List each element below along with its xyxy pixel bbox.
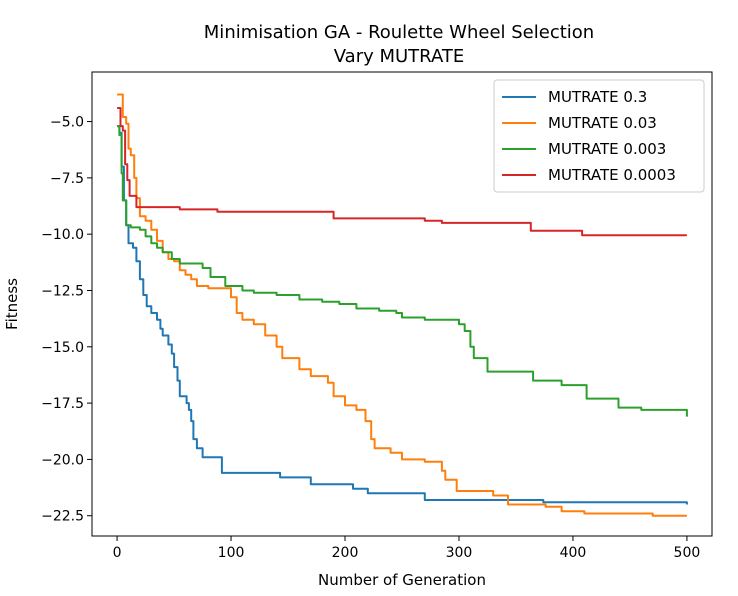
y-tick-label-4: −15.0: [41, 340, 84, 356]
legend: MUTRATE 0.3 MUTRATE 0.03 MUTRATE 0.003 MUTR…: [493, 79, 705, 193]
x-tick-label-0: 0: [113, 545, 122, 561]
x-axis-label: Number of Generation: [318, 571, 486, 589]
x-tick-label-1: 100: [218, 545, 245, 561]
legend-label-1: MUTRATE 0.03: [548, 114, 657, 132]
y-tick-label-2: −10.0: [41, 227, 84, 243]
y-axis: −5.0 −7.5 −10.0 −12.5 −15.0 −17.5 −20.0 −22.5: [41, 115, 92, 525]
legend-box: [493, 79, 705, 193]
x-tick-label-3: 300: [446, 545, 473, 561]
series-line-3: [117, 107, 687, 237]
x-tick-label-4: 400: [560, 545, 587, 561]
chart-title: Minimisation GA - Roulette Wheel Selecti…: [204, 22, 594, 43]
y-tick-label-0: −5.0: [50, 115, 84, 131]
x-tick-label-2: 200: [332, 545, 359, 561]
chart-subtitle: Vary MUTRATE: [334, 46, 464, 67]
x-tick-label-5: 500: [674, 545, 701, 561]
y-tick-label-7: −22.5: [41, 509, 84, 525]
legend-label-3: MUTRATE 0.0003: [548, 166, 676, 184]
y-axis-label: Fitness: [3, 278, 21, 330]
y-tick-label-6: −20.0: [41, 452, 84, 468]
y-tick-label-1: −7.5: [50, 171, 84, 187]
legend-label-0: MUTRATE 0.3: [548, 88, 647, 106]
plot-series-group: [117, 93, 688, 517]
y-tick-label-5: −17.5: [41, 396, 84, 412]
x-axis: 0 100 200 300 400 500: [113, 536, 701, 561]
y-tick-label-3: −12.5: [41, 283, 84, 299]
series-line-1: [117, 93, 687, 517]
series-line-2: [117, 125, 688, 417]
legend-label-2: MUTRATE 0.003: [548, 140, 666, 158]
series-line-0: [117, 125, 688, 505]
plot-area-frame: [91, 71, 713, 537]
